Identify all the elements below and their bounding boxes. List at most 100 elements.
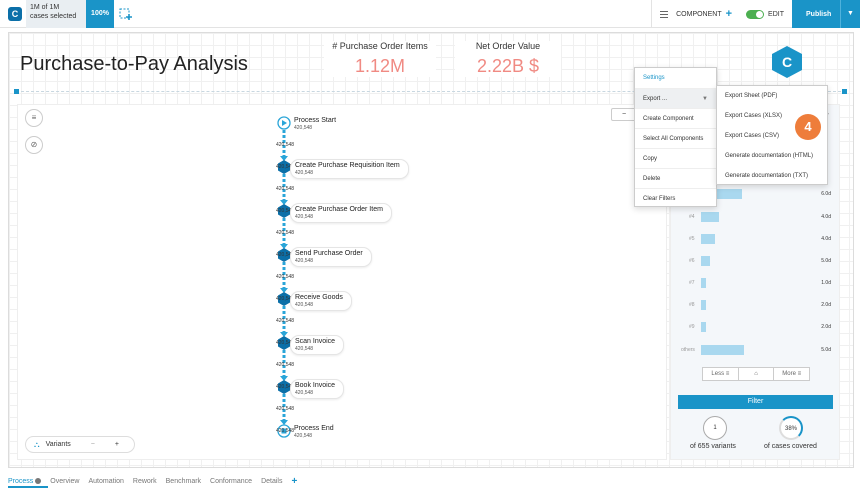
- add-tab-button[interactable]: +: [291, 475, 298, 487]
- selection-percentage: 100%: [86, 0, 114, 28]
- edge-count-label: 420,548: [276, 142, 295, 148]
- less-button[interactable]: Less ≡: [703, 368, 739, 380]
- component-label: COMPONENT: [676, 10, 722, 18]
- variant-number: #7: [689, 280, 695, 286]
- selection-add-icon[interactable]: [119, 8, 133, 20]
- variant-count-caption: of 655 variants: [690, 443, 736, 450]
- generate-doc-txt[interactable]: Generate documentation (TXT): [725, 173, 809, 179]
- hide-icon[interactable]: ⊘: [25, 136, 43, 154]
- tab-label: Process: [8, 477, 34, 485]
- variant-row[interactable]: others 5.0d: [671, 345, 841, 357]
- variant-row[interactable]: #5 4.0d: [671, 234, 841, 246]
- decrease-variants-button[interactable]: −: [90, 441, 95, 448]
- step-number-badge: 4: [795, 114, 821, 140]
- menu-item-clear-filters[interactable]: Clear Filters: [635, 188, 716, 208]
- process-node[interactable]: Scan Invoice 420,548: [290, 335, 345, 355]
- process-explorer-panel: [17, 104, 667, 460]
- variant-row[interactable]: #6 5.0d: [671, 256, 841, 268]
- menu-item-export[interactable]: Export ... ▼: [635, 88, 716, 108]
- process-node[interactable]: Process End 420,548: [290, 423, 342, 441]
- export-cases-csv[interactable]: Export Cases (CSV): [725, 133, 780, 139]
- gear-icon[interactable]: [35, 477, 42, 484]
- node-count: 420,548: [295, 258, 314, 264]
- variant-row[interactable]: 6.0d: [671, 189, 841, 201]
- edge-count-label: 420,548: [276, 384, 295, 390]
- page-title[interactable]: Purchase-to-Pay Analysis: [20, 53, 248, 75]
- node-count: 420,548: [294, 433, 313, 439]
- node-name: Create Purchase Requisition Item: [295, 162, 400, 169]
- process-node[interactable]: Send Purchase Order 420,548: [290, 247, 372, 267]
- more-button[interactable]: More ≡: [782, 371, 802, 377]
- node-name: Create Purchase Order Item: [295, 206, 383, 213]
- node-label-box: Process End 420,548: [290, 423, 342, 441]
- increase-variants-button[interactable]: +: [114, 441, 119, 448]
- tab-conformance[interactable]: Conformance: [210, 477, 253, 485]
- tab-rework[interactable]: Rework: [132, 477, 157, 485]
- menu-item-select-all[interactable]: Select All Components: [635, 128, 716, 148]
- chevron-down-icon[interactable]: ▼: [840, 0, 860, 28]
- menu-item-label: Export ...: [643, 96, 668, 102]
- menu-item-copy[interactable]: Copy: [635, 148, 716, 168]
- node-count: 420,548: [295, 214, 314, 220]
- edge-count-label: 420,548: [276, 296, 295, 302]
- node-count: 420,548: [295, 346, 314, 352]
- coverage-circle: 38%: [779, 416, 803, 440]
- tab-automation[interactable]: Automation: [88, 477, 124, 485]
- tab-details[interactable]: Details: [261, 477, 283, 485]
- process-node[interactable]: Book Invoice 420,548: [290, 379, 345, 399]
- publish-button[interactable]: Publish ▼: [792, 0, 860, 28]
- menu-item-delete[interactable]: Delete: [635, 168, 716, 188]
- process-node[interactable]: Create Purchase Requisition Item 420,548: [290, 159, 409, 179]
- edge-count-label: 420,548: [276, 186, 295, 192]
- variant-count-circle: 1: [703, 416, 727, 440]
- active-tab-indicator: [8, 486, 48, 488]
- edge-count-label: 420,548: [276, 362, 295, 368]
- kpi-net-order-value[interactable]: Net Order Value 2.22B $: [455, 41, 561, 77]
- variant-duration: 6.0d: [821, 191, 831, 197]
- variant-row[interactable]: #9 2.0d: [671, 322, 841, 334]
- edge-count-label: 420,548: [276, 428, 295, 434]
- generate-doc-html[interactable]: Generate documentation (HTML): [725, 153, 814, 159]
- home-button[interactable]: ⌂: [739, 368, 775, 380]
- variant-row[interactable]: #4 4.0d: [671, 212, 841, 224]
- variant-row[interactable]: #8 2.0d: [671, 300, 841, 312]
- node-count: 420,548: [295, 390, 314, 396]
- export-cases-xlsx[interactable]: Export Cases (XLSX): [725, 113, 783, 119]
- add-component-button[interactable]: COMPONENT +: [676, 8, 732, 20]
- node-label-box: Send Purchase Order 420,548: [290, 247, 372, 267]
- menu-item-settings[interactable]: Settings: [643, 75, 665, 81]
- node-label-box: Book Invoice 420,548: [290, 379, 345, 399]
- kpi-value: 2.22B $: [476, 56, 540, 76]
- menu-item-create-component[interactable]: Create Component: [635, 108, 716, 128]
- zoom-control[interactable]: −: [611, 108, 637, 121]
- process-node[interactable]: Process Start 420,548: [290, 115, 344, 133]
- tab-benchmark[interactable]: Benchmark: [165, 477, 202, 485]
- variant-row[interactable]: #7 1.0d: [671, 278, 841, 290]
- app-logo[interactable]: C: [8, 7, 22, 21]
- resize-handle[interactable]: [14, 89, 19, 94]
- menu-icon[interactable]: [660, 9, 669, 20]
- edit-toggle[interactable]: [746, 9, 765, 19]
- export-sheet-pdf[interactable]: Export Sheet (PDF): [725, 93, 778, 99]
- variant-frequency-bar: [701, 278, 706, 288]
- node-name: Process Start: [294, 117, 337, 124]
- less-more-control: Less ≡ ⌂ More ≡: [702, 367, 810, 381]
- process-node[interactable]: Create Purchase Order Item 420,548: [290, 203, 392, 223]
- kpi-purchase-order-items[interactable]: # Purchase Order Items 1.12M: [324, 41, 436, 77]
- tab-process[interactable]: Process: [8, 477, 42, 485]
- coverage-caption: of cases covered: [764, 443, 817, 450]
- variants-icon: ⛬: [34, 439, 40, 449]
- case-selection-indicator[interactable]: 1M of 1M cases selected: [26, 0, 86, 28]
- variant-duration: 1.0d: [821, 280, 831, 286]
- zoom-out-icon[interactable]: −: [621, 111, 627, 118]
- layout-icon[interactable]: ≡: [25, 109, 43, 127]
- brand-hex-icon: C: [772, 46, 802, 78]
- node-label-box: Scan Invoice 420,548: [290, 335, 345, 355]
- variant-number: #9: [689, 324, 695, 330]
- tab-overview[interactable]: Overview: [50, 477, 80, 485]
- filter-button[interactable]: Filter: [678, 395, 833, 409]
- variant-frequency-bar: [701, 300, 706, 310]
- variants-control[interactable]: ⛬ Variants − +: [25, 436, 135, 453]
- resize-handle[interactable]: [842, 89, 847, 94]
- process-node[interactable]: Receive Goods 420,548: [290, 291, 352, 311]
